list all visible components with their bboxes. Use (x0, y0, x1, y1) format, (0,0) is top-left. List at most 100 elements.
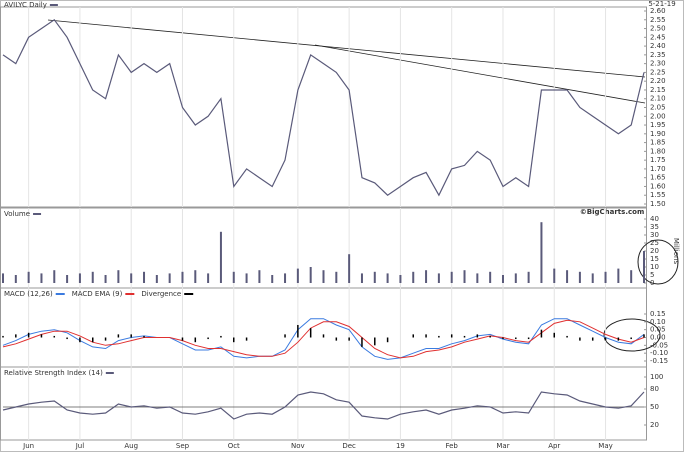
y-tick-label: 1.95 (650, 121, 666, 129)
volume-bar (501, 275, 504, 283)
y-tick-label: 2.45 (650, 33, 666, 41)
volume-bar (348, 254, 351, 283)
y-tick-label: 1.80 (650, 147, 666, 155)
legend-swatch (55, 293, 65, 295)
legend-swatch (125, 293, 135, 295)
y-tick-label: 0 (650, 279, 654, 287)
x-tick-label: Jun (22, 442, 34, 450)
legend-label: Divergence (141, 290, 181, 298)
line (2, 18, 645, 197)
volume-bar (553, 268, 556, 283)
y-tick-label: 2.15 (650, 86, 666, 94)
y-tick-label: 40 (650, 215, 659, 223)
y-tick-label: 0.15 (650, 310, 666, 318)
volume-bar (437, 273, 440, 283)
x-tick-label: Jul (75, 442, 85, 450)
volume-bar (27, 271, 30, 283)
y-tick-label: -0.15 (650, 357, 668, 365)
y-tick-label: 2.10 (650, 95, 666, 103)
volume-bar (40, 273, 43, 283)
credit: ©BigCharts.com (580, 208, 644, 216)
volume-bar (219, 231, 222, 283)
y-tick-label: 2.40 (650, 42, 666, 50)
y-tick-label: 1.85 (650, 139, 666, 147)
legend-label: MACD EMA (9) (72, 290, 123, 298)
volume-bar (373, 271, 376, 283)
y-tick-label: 2.55 (650, 16, 666, 24)
volume-bar (463, 270, 466, 283)
line (2, 391, 645, 420)
x-tick-label: Oct (228, 442, 240, 450)
volume-bar (104, 275, 107, 283)
y-tick-label: 0.00 (650, 334, 666, 342)
y-tick-label: -0.05 (650, 341, 668, 349)
y-tick-label: 1.75 (650, 156, 666, 164)
macd-line (2, 319, 645, 359)
y-tick-label: 20 (650, 247, 659, 255)
volume-bar (271, 275, 274, 283)
y-tick-label: 2.20 (650, 77, 666, 85)
volume-bar (14, 275, 17, 283)
y-tick-label: 1.90 (650, 130, 666, 138)
title-icon (49, 4, 58, 6)
legend-label: MACD (12,26) (4, 290, 53, 298)
y-tick-label: 10 (650, 263, 659, 271)
volume-bar (143, 271, 146, 283)
volume-bar (181, 271, 184, 283)
volume-bar (335, 271, 338, 283)
volume-bar (155, 275, 158, 283)
x-tick-label: May (598, 442, 612, 450)
volume-bar (360, 273, 363, 283)
volume-bar (194, 270, 197, 283)
trend-line (47, 19, 646, 78)
volume-bar (450, 271, 453, 283)
volume-bar (130, 273, 133, 283)
y-tick-label: 0.10 (650, 318, 666, 326)
volume-bar (78, 273, 81, 283)
highlight-circle (603, 318, 661, 352)
y-tick-label: 1.50 (650, 200, 666, 208)
title-icon (33, 213, 42, 215)
volume-bar (604, 271, 607, 283)
panel-title: Volume (4, 210, 30, 218)
volume-bar (91, 271, 94, 283)
x-tick-label: Nov (291, 442, 305, 450)
x-tick-label: Mar (496, 442, 509, 450)
volume-bar (412, 271, 415, 283)
x-tick-label: Dec (342, 442, 356, 450)
y-tick-label: 2.50 (650, 25, 666, 33)
x-tick-label: Feb (445, 442, 458, 450)
volume-bar (168, 273, 171, 283)
volume-bar (617, 268, 620, 283)
y-tick-label: 25 (650, 239, 659, 247)
date-label: 5-21-19 (648, 0, 675, 8)
y-tick-label: 100 (650, 373, 663, 381)
y-tick-label: 80 (650, 385, 659, 393)
y-tick-label: 2.25 (650, 68, 666, 76)
y-tick-label: 1.60 (650, 182, 666, 190)
volume-bar (527, 271, 530, 283)
volume-bar (591, 273, 594, 283)
volume-bar (514, 273, 517, 283)
volume-bar (566, 270, 569, 283)
y-tick-label: 2.05 (650, 104, 666, 112)
y-tick-label: 1.55 (650, 191, 666, 199)
volume-bar (258, 270, 261, 283)
volume-bar (489, 271, 492, 283)
x-tick-label: 19 (396, 442, 405, 450)
y-tick-label: 50 (650, 403, 659, 411)
volume-bar (630, 270, 633, 283)
volume-bar (578, 271, 581, 283)
x-tick-label: Sep (176, 442, 190, 450)
y-tick-label: 30 (650, 231, 659, 239)
volume-bar (296, 268, 299, 283)
volume-bar (232, 271, 235, 283)
y-tick-label: 2.60 (650, 7, 666, 15)
panel-title: AVILYC Daily (4, 1, 47, 9)
volume-bar (284, 273, 287, 283)
volume-bar (386, 273, 389, 283)
volume-bar (2, 273, 4, 283)
macd-line (2, 318, 645, 360)
